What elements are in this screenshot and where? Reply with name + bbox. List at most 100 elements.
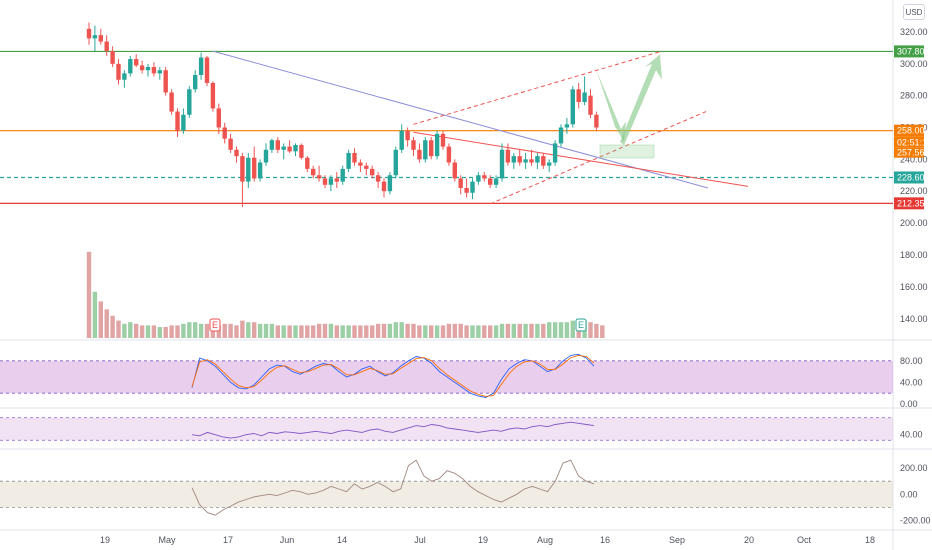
volume-bar — [128, 322, 133, 338]
candle-body — [116, 63, 121, 80]
price-tick-label: 300.00 — [900, 59, 928, 69]
time-tick-label: 19 — [100, 535, 110, 545]
earnings-marker-box — [209, 318, 221, 332]
volume-bar — [98, 301, 103, 338]
volume-bar — [157, 327, 162, 338]
volume-bar — [169, 325, 174, 338]
candle-body — [305, 157, 310, 169]
time-tick-label: Oct — [797, 535, 812, 545]
volume-bar — [346, 325, 351, 338]
candle-body — [488, 178, 493, 185]
volume-bar — [493, 325, 499, 338]
candle-body — [434, 133, 440, 157]
volume-bar — [393, 322, 398, 338]
price-tick-label: 160.00 — [900, 282, 928, 292]
candle-body — [210, 82, 216, 109]
time-tick-label: Aug — [537, 535, 553, 545]
candle-body — [517, 156, 522, 163]
candle-body — [175, 111, 180, 131]
level-tag-dashed-support — [894, 171, 924, 184]
forecast-zone — [599, 144, 655, 159]
candle-body — [452, 162, 457, 179]
countdown-label: 02:51:15 — [897, 138, 932, 148]
candle-body — [340, 168, 345, 182]
candle-body — [193, 74, 198, 90]
candle-body — [86, 28, 92, 39]
level-tag-label: 258.00 — [897, 126, 925, 136]
volume-bar — [187, 322, 192, 338]
volume-bar — [110, 315, 115, 338]
candle-body — [228, 138, 233, 150]
forecast-arrow-up — [620, 54, 662, 146]
volume-bar — [570, 320, 575, 338]
earnings-marker-label: E — [212, 320, 218, 330]
volume-bar — [594, 323, 599, 338]
candle-body — [505, 149, 511, 163]
volume-bar — [488, 325, 493, 338]
candle-body — [234, 149, 239, 157]
volume-bar — [275, 325, 280, 338]
candle-body — [393, 149, 398, 176]
candle-body — [429, 140, 434, 157]
volume-bar — [287, 325, 292, 338]
volume-bar — [257, 323, 263, 338]
volume-bar — [529, 323, 534, 338]
volume-bar — [122, 323, 127, 338]
level-tag-support — [894, 197, 924, 210]
candle-body — [92, 35, 98, 39]
candle-body — [552, 143, 558, 163]
candle-body — [541, 156, 546, 166]
volume-bar — [564, 322, 570, 338]
volume-bar — [139, 325, 145, 338]
volume-bar — [293, 325, 298, 338]
price-tick-label: 180.00 — [900, 250, 928, 260]
volume-bar — [246, 322, 251, 338]
level-tag-label: 212.35 — [897, 198, 925, 208]
candle-body — [464, 187, 469, 193]
candle-body — [252, 157, 257, 179]
cci-tick-label: 200.00 — [900, 463, 928, 473]
candle-body — [346, 152, 351, 169]
volume-bar — [600, 325, 605, 338]
candle-body — [588, 95, 593, 115]
candle-body — [417, 149, 422, 160]
candle-body — [375, 175, 381, 182]
volume-bar — [311, 325, 316, 338]
candle-body — [187, 89, 192, 115]
volume-bar — [411, 323, 416, 338]
candle-body — [352, 152, 357, 163]
level-tag-label: 228.60 — [897, 172, 925, 182]
current-price-label: 257.56 — [897, 148, 925, 158]
earnings-marker-label: E — [578, 320, 584, 330]
candle-body — [316, 175, 322, 179]
volume-bar — [198, 323, 204, 338]
time-tick-label: Sep — [669, 535, 685, 545]
candle-body — [523, 159, 528, 163]
candle-body — [547, 162, 552, 166]
volume-bar — [552, 322, 558, 338]
volume-bar — [86, 251, 92, 338]
time-tick-label: 16 — [600, 535, 610, 545]
candle-body — [110, 51, 115, 64]
candle-body — [499, 149, 505, 179]
volume-bar — [470, 325, 475, 338]
volume-bar — [405, 323, 410, 338]
volume-bar — [134, 323, 139, 338]
volume-bar — [204, 323, 210, 338]
trendline-descending — [212, 50, 709, 189]
candle-body — [139, 65, 145, 71]
volume-bar — [92, 291, 98, 338]
volume-bar — [417, 325, 422, 338]
time-tick-label: 19 — [478, 535, 488, 545]
volume-bar — [440, 325, 446, 338]
candle-body — [169, 92, 174, 112]
stoch-tick-label: 0.00 — [900, 399, 918, 409]
candle-body — [287, 146, 292, 152]
volume-bar — [364, 325, 369, 338]
volume-bar — [305, 325, 310, 338]
candle-body — [399, 130, 404, 150]
volume-bar — [511, 323, 516, 338]
volume-bar — [434, 325, 440, 338]
level-tag-label: 307.80 — [897, 46, 925, 56]
